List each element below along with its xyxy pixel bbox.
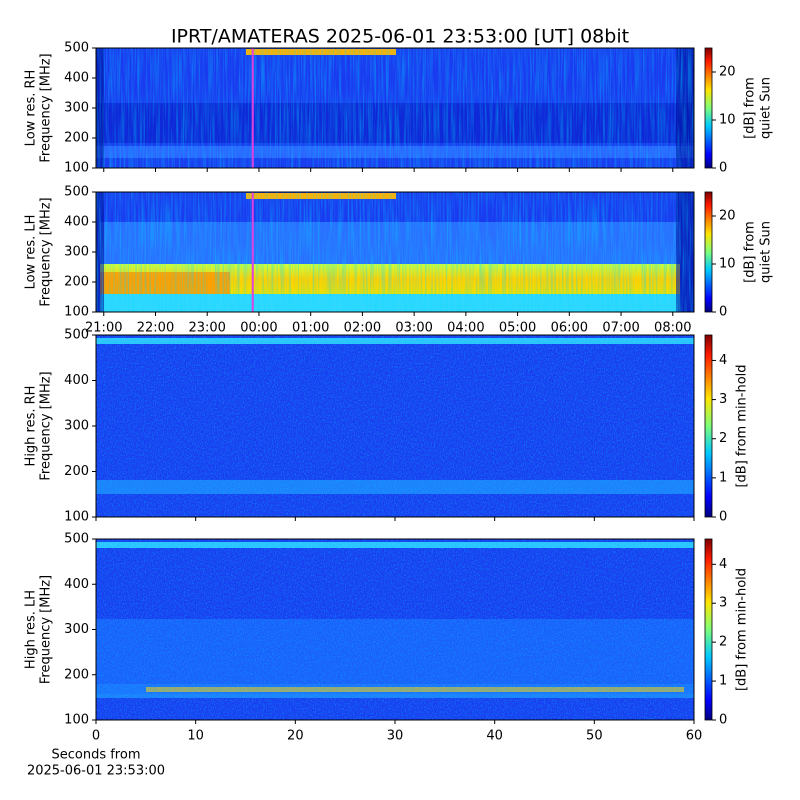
colorbar-tick-label: 0 (719, 305, 727, 320)
y-axis-label: High res. LH (24, 590, 39, 669)
y-tick-label: 500 (64, 328, 89, 343)
x-axis-label: Seconds from (51, 748, 140, 763)
spectrogram-noise (96, 335, 694, 517)
y-axis-label: Frequency [MHz] (39, 575, 54, 684)
colorbar-tick-label: 0 (719, 161, 727, 176)
x-tick-label: 50 (586, 729, 603, 744)
x-axis-label: 2025-06-01 23:53:00 (27, 764, 165, 779)
x-tick-label: 60 (686, 729, 703, 744)
colorbar-tick-label: 4 (719, 353, 727, 368)
y-tick-label: 300 (64, 419, 89, 434)
y-axis-label: Low res. RH (24, 70, 39, 147)
x-tick-label: 21:00 (85, 321, 122, 336)
x-tick-label: 04:00 (447, 321, 484, 336)
x-tick-label: 00:00 (240, 321, 277, 336)
spectrogram-noise (96, 48, 694, 168)
colorbar-label: [dB] from (743, 221, 758, 283)
colorbar-label: [dB] from (743, 77, 758, 139)
colorbar-tick-label: 10 (719, 113, 736, 128)
colorbar-tick-label: 4 (719, 557, 727, 572)
colorbar (704, 334, 713, 518)
y-tick-label: 300 (64, 245, 89, 260)
y-tick-label: 400 (64, 577, 89, 592)
colorbar-label: [dB] from min-hold (735, 364, 750, 487)
y-tick-label: 200 (64, 464, 89, 479)
colorbar-tick-label: 3 (719, 392, 727, 407)
colorbar-tick-label: 3 (719, 596, 727, 611)
x-tick-label: 22:00 (137, 321, 174, 336)
x-tick-label: 05:00 (499, 321, 536, 336)
x-tick-label: 03:00 (395, 321, 432, 336)
y-tick-label: 400 (64, 215, 89, 230)
y-tick-label: 400 (64, 71, 89, 86)
y-tick-label: 500 (64, 185, 89, 200)
y-tick-label: 200 (64, 131, 89, 146)
y-axis-label: Frequency [MHz] (39, 197, 54, 306)
x-tick-label: 02:00 (344, 321, 381, 336)
x-tick-label: 10 (187, 729, 204, 744)
colorbar-label: quiet Sun (759, 221, 774, 283)
x-tick-label: 08:00 (654, 321, 691, 336)
y-tick-label: 100 (64, 161, 89, 176)
y-tick-label: 200 (64, 667, 89, 682)
y-tick-label: 400 (64, 373, 89, 388)
x-tick-label: 20 (287, 729, 304, 744)
y-tick-label: 100 (64, 305, 89, 320)
x-tick-label: 07:00 (602, 321, 639, 336)
y-tick-label: 500 (64, 532, 89, 547)
colorbar-tick-label: 2 (719, 431, 727, 446)
y-tick-label: 200 (64, 275, 89, 290)
y-axis-label: Frequency [MHz] (39, 53, 54, 162)
x-tick-label: 0 (92, 729, 100, 744)
y-tick-label: 100 (64, 510, 89, 525)
colorbar-tick-label: 2 (719, 635, 727, 650)
colorbar-label: [dB] from min-hold (735, 568, 750, 691)
colorbar-tick-label: 20 (719, 65, 736, 80)
spectrogram-noise (96, 539, 694, 720)
y-tick-label: 300 (64, 101, 89, 116)
x-tick-label: 01:00 (292, 321, 329, 336)
y-axis-label: Low res. LH (24, 215, 39, 290)
y-tick-label: 300 (64, 622, 89, 637)
colorbar-tick-label: 0 (719, 510, 727, 525)
colorbar (704, 538, 713, 721)
y-axis-label: Frequency [MHz] (39, 371, 54, 480)
y-tick-label: 500 (64, 41, 89, 56)
colorbar (704, 191, 713, 313)
x-tick-label: 06:00 (551, 321, 588, 336)
colorbar-tick-label: 1 (719, 470, 727, 485)
spectrogram-noise (96, 192, 694, 312)
x-tick-label: 40 (486, 729, 503, 744)
colorbar-label: quiet Sun (759, 77, 774, 139)
chart-title: IPRT/AMATERAS 2025-06-01 23:53:00 [UT] 0… (171, 26, 629, 48)
colorbar-tick-label: 20 (719, 209, 736, 224)
colorbar-tick-label: 10 (719, 257, 736, 272)
x-tick-label: 23:00 (188, 321, 225, 336)
y-tick-label: 100 (64, 713, 89, 728)
y-axis-label: High res. RH (24, 386, 39, 467)
colorbar (704, 47, 713, 169)
x-tick-label: 30 (387, 729, 404, 744)
colorbar-tick-label: 0 (719, 713, 727, 728)
colorbar-tick-label: 1 (719, 674, 727, 689)
